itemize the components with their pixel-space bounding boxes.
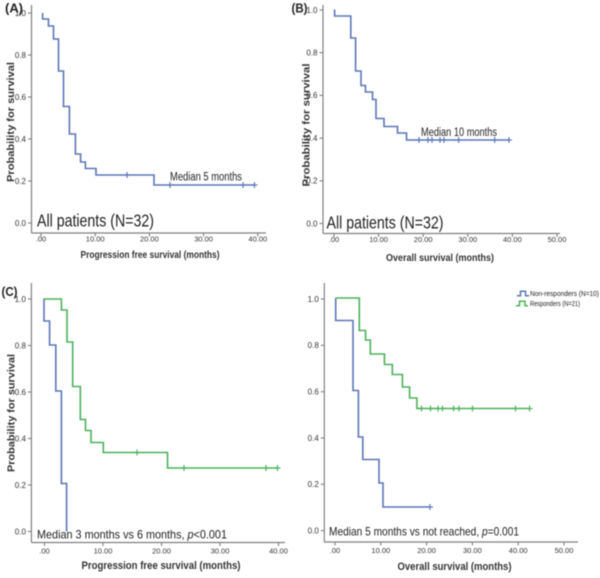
svg-text:10.00: 10.00	[371, 546, 390, 555]
svg-text:Progression free survival (mon: Progression free survival (months)	[81, 250, 220, 261]
svg-text:40.00: 40.00	[248, 235, 267, 244]
svg-text:0.0: 0.0	[308, 526, 320, 535]
svg-text:10.00: 10.00	[86, 235, 105, 244]
svg-text:All patients (N=32): All patients (N=32)	[37, 211, 154, 231]
svg-text:0.4: 0.4	[15, 434, 27, 443]
svg-text:1.0: 1.0	[15, 295, 27, 304]
svg-text:0.4: 0.4	[306, 134, 318, 143]
svg-text:20.00: 20.00	[417, 546, 436, 555]
svg-text:40.00: 40.00	[269, 547, 288, 556]
svg-text:20.00: 20.00	[140, 235, 159, 244]
svg-text:30.00: 30.00	[194, 235, 213, 244]
svg-text:10.00: 10.00	[369, 235, 388, 244]
svg-text:20.00: 20.00	[414, 235, 433, 244]
svg-text:Overall survival (months): Overall survival (months)	[398, 561, 512, 573]
svg-text:(A): (A)	[5, 1, 23, 16]
svg-text:Probability for survival: Probability for survival	[302, 63, 313, 186]
svg-text:0.2: 0.2	[306, 177, 318, 186]
svg-text:All patients (N=32): All patients (N=32)	[327, 213, 444, 233]
svg-text:(C): (C)	[2, 284, 18, 299]
svg-text:30.00: 30.00	[463, 546, 482, 555]
svg-text:40.00: 40.00	[509, 546, 528, 555]
svg-text:0.8: 0.8	[306, 49, 318, 58]
svg-text:40.00: 40.00	[503, 235, 522, 244]
svg-text:Median 3 months vs 6 months, p: Median 3 months vs 6 months, p<0.001	[37, 528, 227, 542]
svg-text:10.00: 10.00	[94, 547, 113, 556]
svg-text:.00: .00	[329, 235, 339, 244]
svg-text:Responders (N=21): Responders (N=21)	[530, 299, 580, 308]
svg-text:(B): (B)	[292, 1, 308, 16]
svg-text:30.00: 30.00	[211, 547, 230, 556]
svg-text:Progression free survival (mon: Progression free survival (months)	[82, 560, 241, 572]
svg-text:20.00: 20.00	[152, 547, 171, 556]
svg-text:0.4: 0.4	[308, 434, 320, 443]
svg-text:Median 5 months: Median 5 months	[170, 172, 242, 184]
svg-text:0.8: 0.8	[15, 51, 27, 60]
svg-text:0.6: 0.6	[306, 91, 318, 100]
svg-text:1.0: 1.0	[15, 9, 27, 18]
svg-text:0.0: 0.0	[306, 219, 318, 228]
svg-text:Overall survival (months): Overall survival (months)	[386, 253, 494, 264]
svg-text:0.6: 0.6	[308, 388, 320, 397]
svg-text:Median 5 months vs not reached: Median 5 months vs not reached, p=0.001	[329, 525, 519, 539]
svg-text:1.0: 1.0	[308, 295, 320, 304]
svg-text:30.00: 30.00	[458, 235, 477, 244]
svg-text:0.8: 0.8	[15, 341, 27, 350]
svg-text:0.2: 0.2	[15, 177, 27, 186]
svg-text:0.2: 0.2	[308, 480, 320, 489]
svg-text:1.0: 1.0	[306, 6, 318, 15]
svg-text:50.00: 50.00	[548, 235, 567, 244]
svg-text:0.0: 0.0	[15, 219, 27, 228]
svg-text:0.6: 0.6	[15, 93, 27, 102]
svg-text:Non-responders (N=10): Non-responders (N=10)	[530, 289, 599, 298]
svg-text:0.6: 0.6	[15, 388, 27, 397]
svg-text:.00: .00	[39, 547, 49, 556]
svg-text:Probability for survival: Probability for survival	[6, 62, 17, 182]
svg-text:0.2: 0.2	[15, 481, 27, 490]
svg-text:.00: .00	[330, 546, 340, 555]
svg-text:0.8: 0.8	[308, 341, 320, 350]
svg-text:0.0: 0.0	[15, 527, 27, 536]
svg-text:50.00: 50.00	[555, 546, 574, 555]
svg-text:Probability for survival: Probability for survival	[6, 354, 17, 472]
svg-text:Median 10 months: Median 10 months	[421, 127, 497, 139]
svg-text:0.4: 0.4	[15, 135, 27, 144]
svg-text:.00: .00	[36, 235, 46, 244]
